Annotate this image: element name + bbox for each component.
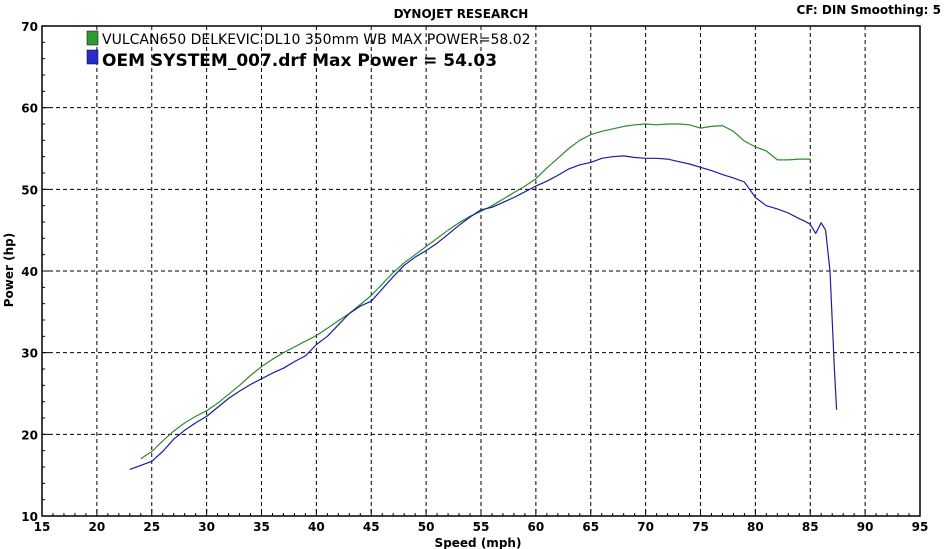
x-tick-label: 75 [692,520,709,534]
legend-swatch-oem [86,49,99,65]
x-axis-label: Speed (mph) [435,536,522,549]
x-tick-label: 90 [857,520,874,534]
y-tick-label: 20 [21,428,38,442]
x-tick-label: 70 [637,520,654,534]
x-tick-label: 95 [912,520,929,534]
series-line-2 [129,155,838,470]
legend-swatch-vulcan [86,30,99,46]
legend-label-oem: OEM SYSTEM_007.drf Max Power = 54.03 [102,51,497,71]
x-tick-label: 85 [802,520,819,534]
x-tick-label: 45 [363,520,380,534]
series-lines [129,123,838,470]
x-tick-label: 55 [473,520,490,534]
y-tick-label: 30 [21,347,38,361]
y-tick-label: 10 [21,510,38,524]
x-tick-label: 25 [143,520,160,534]
x-tick-label: 15 [34,520,51,534]
y-tick-label: 60 [21,102,38,116]
x-tick-label: 60 [528,520,545,534]
x-tick-label: 35 [253,520,270,534]
y-tick-label: 40 [21,265,38,279]
x-tick-label: 80 [747,520,764,534]
x-tick-label: 65 [582,520,599,534]
y-tick-label: 50 [21,183,38,197]
chart-title: DYNOJET RESEARCH [394,7,529,21]
grid [42,26,920,516]
y-tick-label: 70 [21,20,38,34]
axis-ticks [41,25,921,517]
x-tick-label: 40 [308,520,325,534]
x-tick-label: 30 [198,520,215,534]
series-line-1 [140,123,811,460]
settings-label: CF: DIN Smoothing: 5 [797,3,941,17]
x-tick-label: 50 [418,520,435,534]
legend-label-vulcan: VULCAN650 DELKEVIC DL10 350mm WB MAX POW… [102,32,531,48]
x-tick-label: 20 [89,520,106,534]
tick-labels: 15 20 25 30 35 40 45 50 55 60 65 70 75 80 85 90 95 10 20 30… [21,20,928,534]
y-axis-label: Power (hp) [2,233,16,307]
legend: VULCAN650 DELKEVIC DL10 350mm WB MAX POW… [86,30,531,71]
